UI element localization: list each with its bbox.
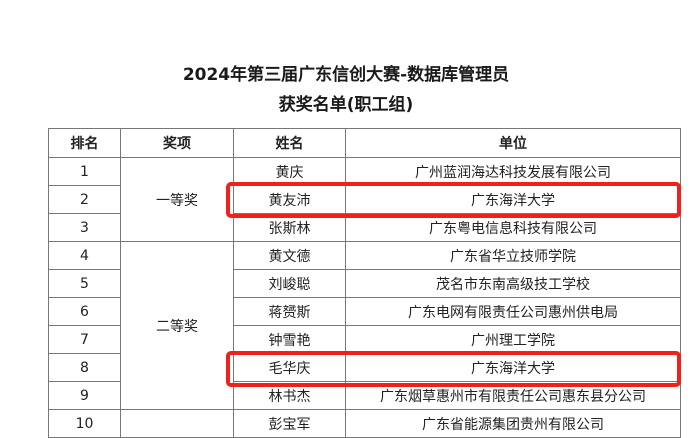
unit: 广东海洋大学	[345, 185, 681, 214]
unit: 广州理工学院	[345, 325, 681, 354]
header-unit: 单位	[345, 128, 681, 158]
unit: 茂名市东南高级技工学校	[345, 269, 681, 298]
award: 二等奖	[120, 241, 234, 410]
table-row: 8 毛华庆 广东海洋大学	[48, 353, 681, 382]
table-row: 5 刘峻聪 茂名市东南高级技工学校	[48, 269, 681, 298]
name: 彭宝军	[233, 409, 346, 438]
unit: 广东省华立技师学院	[345, 241, 681, 270]
table-row: 2 黄友沛 广东海洋大学	[48, 185, 681, 214]
rank: 2	[48, 185, 121, 214]
rank: 3	[48, 213, 121, 242]
highlight-box-row-8	[226, 351, 681, 387]
unit: 广东海洋大学	[345, 353, 681, 382]
unit: 广东省能源集团贵州有限公司	[345, 409, 681, 438]
rank: 7	[48, 325, 121, 354]
rank: 9	[48, 381, 121, 410]
name: 刘峻聪	[233, 269, 346, 298]
name: 钟雪艳	[233, 325, 346, 354]
unit: 广东电网有限责任公司惠州供电局	[345, 297, 681, 326]
table-row: 4 二等奖 黄文德 广东省华立技师学院	[48, 241, 681, 410]
rank: 8	[48, 353, 121, 382]
header-award: 奖项	[120, 128, 234, 158]
table-row: 10 彭宝军 广东省能源集团贵州有限公司	[48, 409, 681, 438]
name: 蒋赟斯	[233, 297, 346, 326]
header-rank: 排名	[48, 128, 121, 158]
document-title: 2024年第三届广东信创大赛-数据库管理员	[182, 65, 510, 85]
name: 黄友沛	[233, 185, 346, 214]
rank: 10	[48, 409, 121, 438]
award-table: 排名 奖项 姓名 单位 1 一等奖 黄庆 广州蓝润海达科技发展有限公司 2 黄友沛 广东海…	[48, 128, 681, 438]
rank: 6	[48, 297, 121, 326]
name: 黄文德	[233, 241, 346, 270]
award	[120, 409, 234, 438]
document-subtitle: 获奖名单(职工组)	[278, 95, 414, 115]
highlight-box-row-2	[226, 182, 681, 218]
table-header: 排名 奖项 姓名 单位	[48, 128, 681, 158]
header-name: 姓名	[233, 128, 346, 158]
award: 一等奖	[120, 157, 234, 242]
rank: 5	[48, 269, 121, 298]
rank: 4	[48, 241, 121, 270]
rank: 1	[48, 157, 121, 186]
